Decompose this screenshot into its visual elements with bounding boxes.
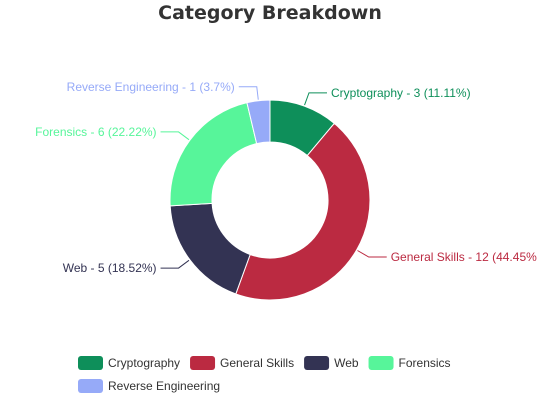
legend-swatch bbox=[78, 356, 103, 370]
legend-swatch bbox=[304, 356, 330, 370]
slice-forensics[interactable] bbox=[169, 102, 258, 207]
callout-line-reverse-engineering bbox=[238, 86, 259, 100]
legend-swatch bbox=[190, 356, 216, 370]
slice-label-cryptography: Cryptography - 3 (11.11%) bbox=[331, 86, 471, 100]
legend-item-web[interactable]: Web bbox=[304, 356, 359, 370]
slice-label-forensics: Forensics - 6 (22.22%) bbox=[35, 125, 156, 139]
callout-line-general-skills bbox=[357, 250, 387, 258]
legend-item-general-skills[interactable]: General Skills bbox=[190, 356, 294, 370]
callout-line-cryptography bbox=[304, 92, 327, 106]
donut-slices bbox=[169, 99, 371, 301]
slice-callouts: Cryptography - 3 (11.11%) General Skills … bbox=[35, 80, 537, 275]
slice-label-web: Web - 5 (18.52%) bbox=[63, 261, 157, 275]
legend-label: General Skills bbox=[220, 356, 294, 370]
legend-label: Forensics bbox=[399, 356, 451, 370]
legend-label: Web bbox=[334, 356, 359, 370]
legend-label: Cryptography bbox=[108, 356, 180, 370]
callout-line-forensics bbox=[160, 131, 190, 141]
legend-swatch bbox=[368, 356, 394, 370]
slice-reverse-engineering[interactable] bbox=[246, 99, 271, 145]
legend-item-cryptography[interactable]: Cryptography bbox=[78, 356, 180, 370]
slice-general-skills[interactable] bbox=[235, 122, 371, 301]
callout-line-web bbox=[160, 259, 190, 269]
chart-legend: Cryptography General Skills Web Forensics Re… bbox=[78, 356, 451, 393]
chart-title: Category Breakdown bbox=[158, 2, 382, 24]
slice-label-reverse-engineering: Reverse Engineering - 1 (3.7%) bbox=[67, 80, 235, 94]
legend-label: Reverse Engineering bbox=[108, 379, 220, 393]
slice-web[interactable] bbox=[169, 202, 251, 295]
legend-item-reverse-engineering[interactable]: Reverse Engineering bbox=[78, 379, 220, 393]
legend-item-forensics[interactable]: Forensics bbox=[368, 356, 451, 370]
slice-label-general-skills: General Skills - 12 (44.45% bbox=[391, 250, 537, 264]
legend-swatch bbox=[78, 379, 103, 393]
